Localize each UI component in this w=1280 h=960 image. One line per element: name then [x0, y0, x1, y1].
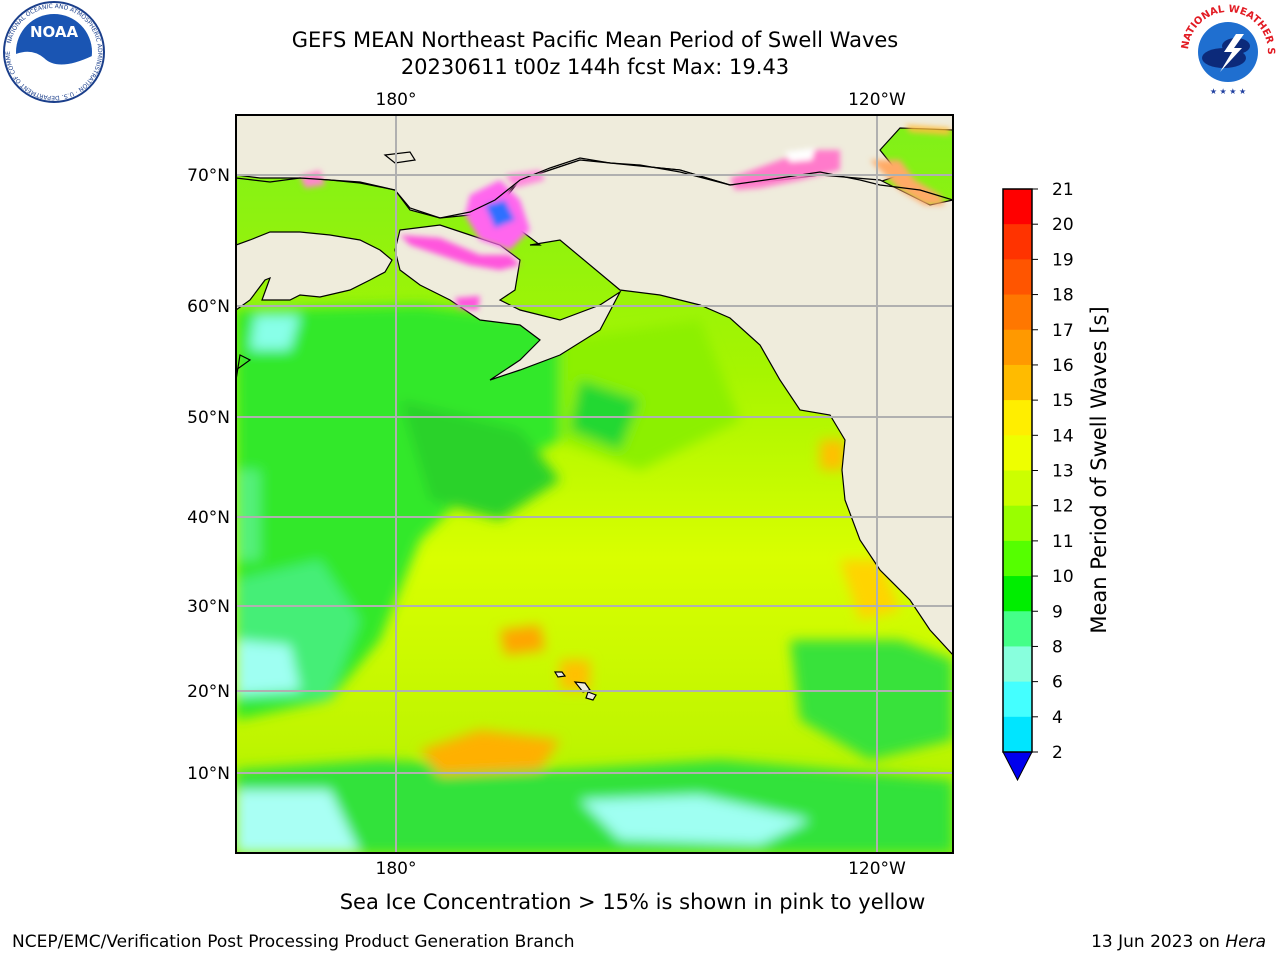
bottom-lon-label: 180°: [376, 859, 417, 879]
swell-period-patterns: [236, 305, 953, 853]
colorbar-tick-label: 11: [1052, 532, 1074, 552]
colorbar-segment: [1003, 224, 1032, 260]
colorbar-segment: [1003, 329, 1032, 366]
colorbar-label: Mean Period of Swell Waves [s]: [1087, 306, 1111, 633]
top-lon-label: 180°: [376, 90, 417, 110]
lat-label: 40°N: [187, 508, 230, 528]
map-area: [236, 115, 953, 853]
colorbar-tick-label: 8: [1052, 637, 1063, 657]
colorbar-segment: [1003, 611, 1032, 647]
colorbar-under-triangle: [1002, 751, 1033, 782]
credit-right: 13 Jun 2023 on Hera: [1091, 932, 1266, 952]
colorbar-segment: [1003, 189, 1032, 225]
colorbar-tick-label: 6: [1052, 673, 1063, 693]
colorbar-segment: [1003, 294, 1032, 331]
credit-host: Hera: [1225, 932, 1266, 952]
sea-ice-note: Sea Ice Concentration > 15% is shown in …: [339, 890, 926, 914]
colorbar-segment: [1003, 681, 1032, 718]
colorbar-tick-label: 14: [1052, 426, 1074, 446]
colorbar-tick-label: 19: [1052, 250, 1074, 270]
map-title: GEFS MEAN Northeast Pacific Mean Period …: [291, 28, 899, 52]
colorbar-tick-label: 15: [1052, 391, 1074, 411]
colorbar-segment: [1003, 716, 1032, 753]
colorbar-tick-label: 16: [1052, 356, 1074, 376]
colorbar-segment: [1003, 470, 1032, 507]
colorbar-tick-label: 13: [1052, 462, 1074, 482]
colorbar-tick-label: 9: [1052, 602, 1063, 622]
top-lon-label: 120°W: [848, 90, 906, 110]
credit-date: 13 Jun 2023 on: [1091, 932, 1220, 952]
colorbar-tick-label: 21: [1052, 180, 1074, 200]
noaa-logo-text: NOAA: [30, 23, 79, 41]
colorbar-tick-label: 17: [1052, 321, 1074, 341]
colorbar-segment: [1003, 505, 1032, 542]
map-subtitle: 20230611 t00z 144h fcst Max: 19.43: [400, 55, 790, 79]
colorbar-segment: [1003, 646, 1032, 683]
svg-text:★ ★ ★ ★: ★ ★ ★ ★: [1210, 87, 1246, 96]
colorbar-segment: [1003, 540, 1032, 577]
nws-logo: NATIONAL WEATHER SERVICE ★ ★ ★ ★: [1176, 0, 1276, 98]
colorbar-segment: [1003, 576, 1032, 612]
lat-label: 70°N: [187, 166, 230, 186]
noaa-logo: NATIONAL OCEANIC AND ATMOSPHERIC ADMINIS…: [2, 0, 105, 103]
colorbar-tick-label: 12: [1052, 497, 1074, 517]
colorbar-segment: [1003, 435, 1032, 471]
lat-label: 10°N: [187, 764, 230, 784]
colorbar: 21 20 19 18 17 16 15 14 13 12 11 10 9 8 6 4 2: [1002, 180, 1074, 782]
lat-label: 20°N: [187, 682, 230, 702]
colorbar-tick-label: 4: [1052, 708, 1063, 728]
colorbar-segment: [1003, 400, 1032, 436]
map-frame: [235, 114, 954, 854]
colorbar-tick-label: 18: [1052, 286, 1074, 306]
lat-label: 60°N: [187, 297, 230, 317]
colorbar-tick-label: 2: [1052, 743, 1063, 763]
lat-label: 30°N: [187, 597, 230, 617]
colorbar-tick-label: 20: [1052, 215, 1074, 235]
graticule: [236, 115, 953, 853]
bottom-lon-label: 120°W: [848, 859, 906, 879]
colorbar-segment: [1003, 364, 1032, 401]
colorbar-tick-label: 10: [1052, 567, 1074, 587]
lat-label: 50°N: [187, 408, 230, 428]
credit-left: NCEP/EMC/Verification Post Processing Pr…: [12, 932, 575, 952]
colorbar-segment: [1003, 259, 1032, 296]
